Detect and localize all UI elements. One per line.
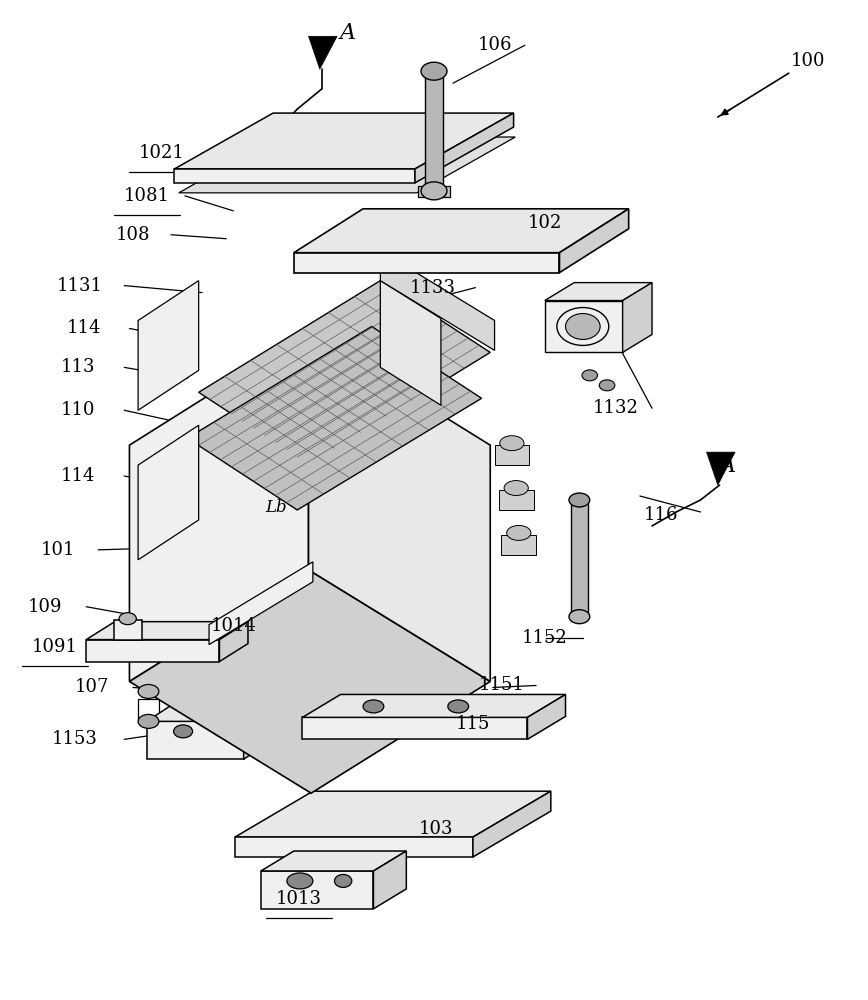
Polygon shape [209,562,312,645]
Ellipse shape [363,700,384,713]
Polygon shape [187,326,482,510]
Ellipse shape [334,874,352,887]
Text: 1091: 1091 [32,638,78,656]
Polygon shape [244,701,274,759]
Polygon shape [174,113,514,169]
Text: 1131: 1131 [56,277,102,295]
Polygon shape [415,113,514,183]
Polygon shape [235,791,551,837]
Ellipse shape [569,493,589,507]
Polygon shape [528,694,566,739]
Polygon shape [570,502,588,615]
Text: 108: 108 [115,226,150,244]
Polygon shape [622,283,652,352]
Text: 1153: 1153 [52,730,98,748]
Polygon shape [545,283,652,301]
Polygon shape [373,851,406,909]
Text: Lb: Lb [266,499,287,516]
Polygon shape [261,871,373,909]
Polygon shape [147,701,274,721]
Text: A: A [720,455,736,477]
Polygon shape [86,622,248,640]
Polygon shape [495,445,529,465]
Polygon shape [114,620,141,640]
Text: 110: 110 [60,401,95,419]
Text: 103: 103 [418,820,453,838]
Polygon shape [418,186,450,197]
Ellipse shape [566,314,600,339]
Text: 1133: 1133 [410,279,456,297]
Text: 1152: 1152 [522,629,568,647]
Ellipse shape [138,684,159,698]
Text: 114: 114 [61,467,95,485]
Ellipse shape [569,610,589,624]
Polygon shape [545,301,622,352]
Polygon shape [502,535,536,555]
Polygon shape [499,490,534,510]
Text: 114: 114 [66,319,101,337]
Ellipse shape [599,380,615,391]
Polygon shape [308,332,490,681]
Ellipse shape [557,308,608,345]
Ellipse shape [287,873,312,889]
Polygon shape [473,791,551,857]
Ellipse shape [500,436,524,451]
Polygon shape [174,169,415,183]
Polygon shape [302,717,528,739]
Text: 116: 116 [643,506,678,524]
Polygon shape [294,209,628,253]
Polygon shape [147,721,244,759]
Polygon shape [380,281,441,405]
Ellipse shape [421,62,447,80]
Polygon shape [199,281,490,464]
Ellipse shape [504,481,529,496]
Polygon shape [261,851,406,871]
Text: 1081: 1081 [124,187,170,205]
Polygon shape [138,281,199,410]
Text: 106: 106 [477,36,512,54]
Polygon shape [235,837,473,857]
Polygon shape [425,71,443,191]
Text: 101: 101 [41,541,75,559]
Ellipse shape [214,726,230,737]
Text: 1013: 1013 [276,890,322,908]
Text: 102: 102 [528,214,562,232]
Polygon shape [707,452,735,485]
Text: 1021: 1021 [139,144,184,162]
Ellipse shape [119,613,136,625]
Polygon shape [220,622,248,662]
Ellipse shape [174,725,193,738]
Ellipse shape [448,700,469,713]
Text: 107: 107 [75,678,109,696]
Polygon shape [294,253,560,273]
Ellipse shape [582,370,597,381]
Text: 100: 100 [791,52,825,70]
Polygon shape [302,694,566,717]
Polygon shape [179,137,516,193]
Ellipse shape [507,525,531,540]
Text: 1151: 1151 [478,676,524,694]
Text: 1014: 1014 [210,617,256,635]
Text: 1132: 1132 [593,399,639,417]
Text: 115: 115 [456,715,490,733]
Polygon shape [380,251,495,350]
Polygon shape [129,570,490,793]
Ellipse shape [421,182,447,200]
Ellipse shape [138,714,159,728]
Text: 113: 113 [60,358,95,376]
Polygon shape [308,36,337,69]
Polygon shape [560,209,628,273]
Text: 109: 109 [28,598,62,616]
Text: A: A [339,22,356,44]
Polygon shape [86,640,220,662]
Polygon shape [138,425,199,560]
Polygon shape [129,332,308,681]
